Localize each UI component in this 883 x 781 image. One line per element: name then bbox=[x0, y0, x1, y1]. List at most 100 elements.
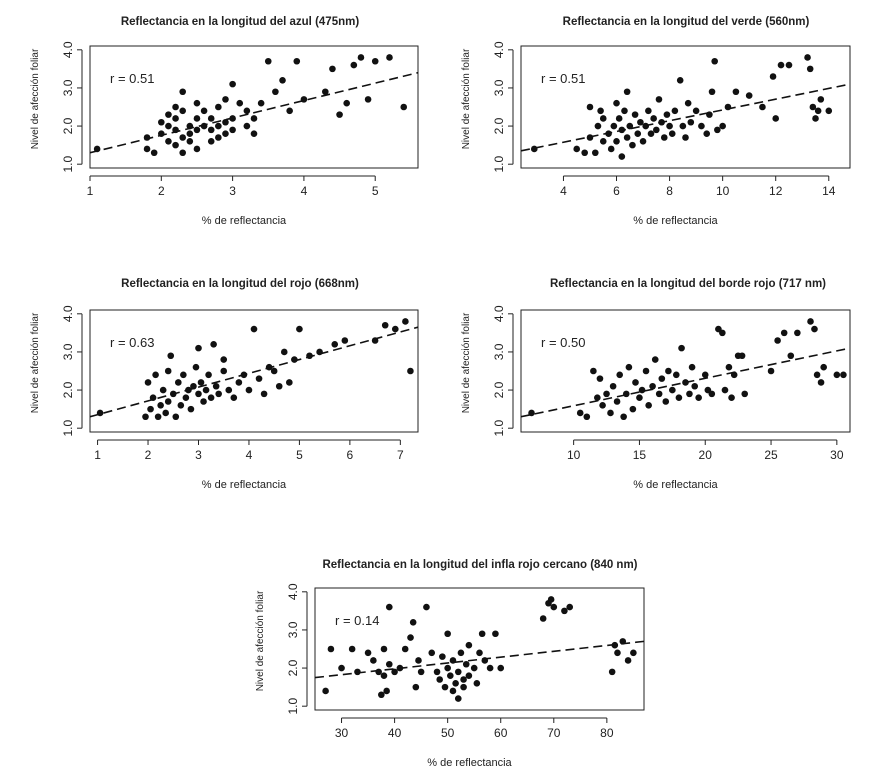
data-point bbox=[615, 115, 623, 122]
data-point bbox=[649, 382, 656, 390]
data-point bbox=[207, 126, 215, 134]
data-point bbox=[235, 379, 243, 386]
data-point bbox=[623, 88, 631, 96]
data-point bbox=[767, 367, 775, 375]
data-point bbox=[591, 149, 599, 157]
y-tick-label: 3.0 bbox=[61, 343, 75, 360]
data-point bbox=[550, 603, 558, 611]
x-tick-label: 14 bbox=[822, 184, 836, 198]
data-point bbox=[293, 57, 301, 65]
data-point bbox=[623, 134, 631, 141]
data-point bbox=[566, 603, 574, 611]
data-point bbox=[375, 668, 382, 676]
data-point bbox=[436, 676, 444, 683]
chart-red-668nm: Reflectancia en la longitud del rojo (66… bbox=[0, 262, 441, 512]
data-point bbox=[343, 99, 350, 107]
data-point bbox=[383, 687, 390, 695]
data-point bbox=[177, 402, 185, 409]
data-point bbox=[164, 398, 172, 405]
x-axis-title: % de reflectancia bbox=[427, 757, 512, 769]
data-point bbox=[220, 367, 228, 375]
data-point bbox=[401, 645, 409, 653]
x-tick-label: 1 bbox=[94, 448, 101, 462]
scatter-plot: Reflectancia en la longitud del verde (5… bbox=[461, 16, 851, 227]
data-point bbox=[603, 390, 610, 398]
data-point bbox=[655, 390, 663, 398]
y-tick-label: 4.0 bbox=[61, 305, 75, 322]
data-point bbox=[329, 65, 336, 73]
data-point bbox=[594, 394, 601, 401]
y-tick-label: 1.0 bbox=[286, 698, 300, 715]
data-point bbox=[152, 371, 159, 379]
y-tick-label: 2.0 bbox=[492, 117, 506, 134]
data-point bbox=[391, 325, 399, 333]
data-point bbox=[158, 130, 165, 137]
data-point bbox=[230, 394, 238, 401]
data-point bbox=[229, 80, 236, 88]
data-point bbox=[547, 596, 555, 603]
data-point bbox=[200, 122, 208, 130]
data-point bbox=[632, 379, 639, 386]
data-point bbox=[679, 122, 687, 130]
data-point bbox=[706, 111, 713, 118]
data-point bbox=[613, 138, 620, 145]
data-point bbox=[655, 96, 663, 103]
x-tick-label: 80 bbox=[600, 726, 614, 740]
data-point bbox=[780, 329, 788, 337]
data-point bbox=[222, 130, 229, 137]
data-point bbox=[478, 630, 486, 638]
data-point bbox=[637, 118, 644, 126]
x-tick-label: 10 bbox=[716, 184, 730, 198]
data-point bbox=[165, 111, 172, 118]
data-point bbox=[840, 371, 847, 379]
correlation-annotation: r = 0.50 bbox=[541, 335, 585, 350]
data-point bbox=[380, 672, 388, 679]
data-point bbox=[222, 118, 229, 126]
data-point bbox=[452, 680, 459, 687]
y-tick-label: 4.0 bbox=[492, 305, 506, 322]
data-point bbox=[386, 54, 393, 61]
data-point bbox=[212, 382, 220, 390]
data-point bbox=[629, 405, 637, 413]
y-tick-label: 2.0 bbox=[61, 381, 75, 398]
data-point bbox=[454, 695, 462, 702]
data-point bbox=[759, 103, 766, 111]
data-point bbox=[96, 409, 104, 417]
data-point bbox=[236, 99, 244, 107]
data-point bbox=[179, 134, 186, 141]
data-point bbox=[182, 394, 190, 401]
data-point bbox=[642, 122, 650, 130]
data-point bbox=[391, 668, 398, 676]
data-point bbox=[465, 641, 473, 649]
data-point bbox=[279, 77, 286, 84]
data-point bbox=[624, 657, 632, 664]
data-point bbox=[647, 130, 655, 137]
x-tick-label: 40 bbox=[388, 726, 402, 740]
chart-blue-475nm: Reflectancia en la longitud del azul (47… bbox=[0, 0, 441, 250]
data-point bbox=[291, 356, 298, 363]
x-tick-label: 60 bbox=[494, 726, 508, 740]
data-point bbox=[441, 683, 449, 691]
data-point bbox=[741, 390, 749, 398]
data-point bbox=[243, 107, 251, 115]
x-tick-label: 3 bbox=[229, 184, 236, 198]
data-point bbox=[586, 103, 594, 111]
data-point bbox=[629, 141, 636, 149]
data-point bbox=[820, 363, 827, 371]
scatter-plot: Reflectancia en la longitud del rojo (66… bbox=[30, 278, 419, 491]
data-point bbox=[164, 367, 172, 375]
data-point bbox=[385, 660, 393, 668]
data-point bbox=[180, 371, 187, 379]
data-point bbox=[215, 390, 222, 398]
data-point bbox=[316, 348, 323, 356]
data-point bbox=[157, 402, 164, 409]
data-point bbox=[193, 145, 201, 153]
data-point bbox=[462, 660, 470, 668]
data-point bbox=[573, 145, 581, 153]
data-point bbox=[172, 115, 179, 122]
data-point bbox=[814, 107, 822, 115]
data-point bbox=[341, 337, 349, 344]
data-point bbox=[613, 398, 621, 405]
data-point bbox=[200, 107, 208, 115]
x-tick-label: 10 bbox=[567, 448, 581, 462]
